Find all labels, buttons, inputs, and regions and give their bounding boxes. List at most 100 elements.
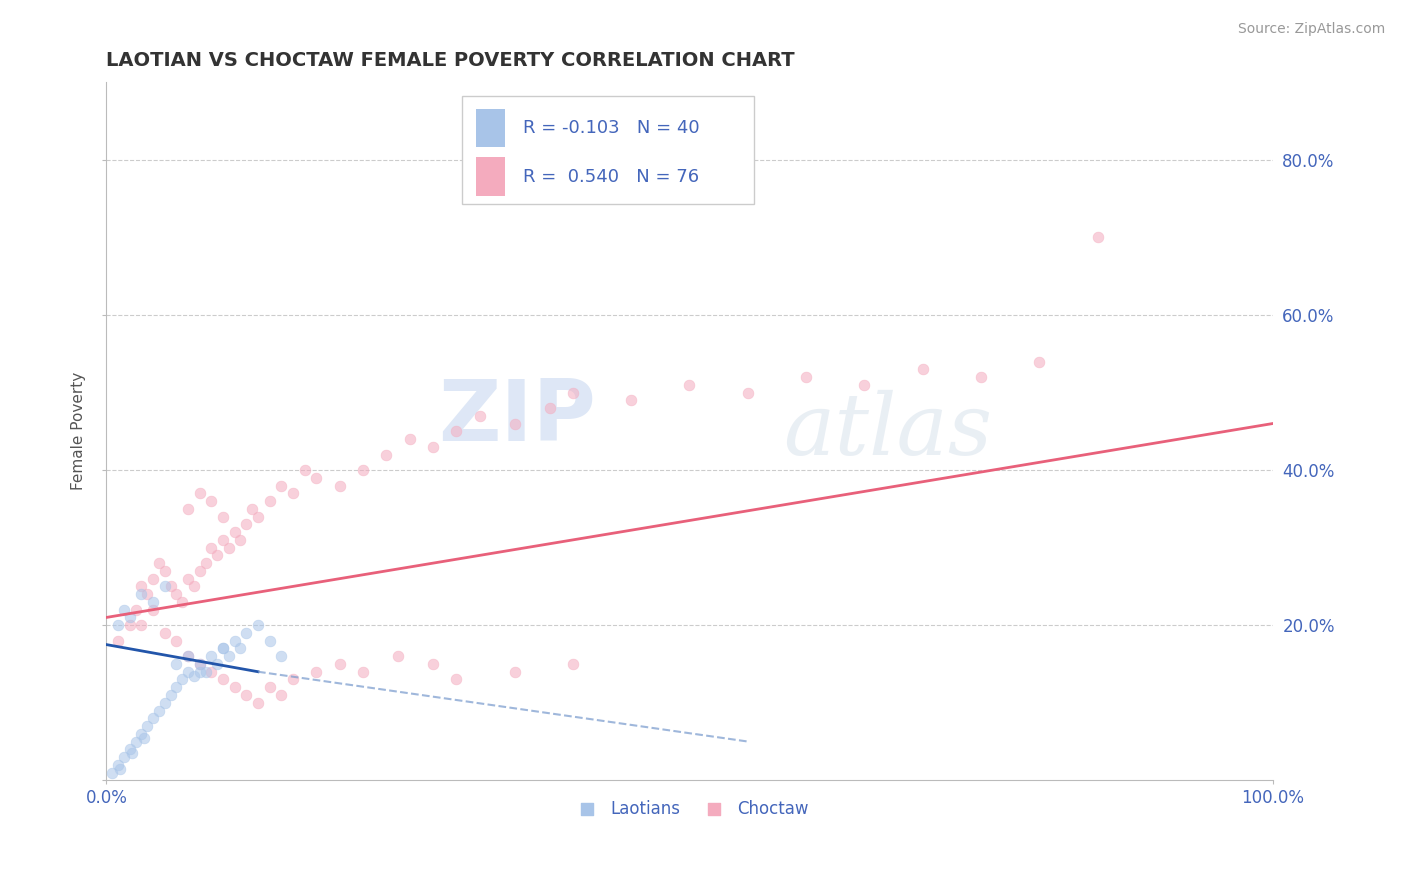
Point: [224, 680, 246, 694]
Point: [205, 657, 228, 671]
Point: [188, 665, 211, 679]
Legend: Laotians, Choctaw: Laotians, Choctaw: [564, 793, 815, 824]
Point: [375, 448, 398, 462]
Point: [153, 579, 176, 593]
Point: [153, 626, 176, 640]
Point: [246, 509, 269, 524]
Point: [246, 696, 269, 710]
Point: [240, 501, 263, 516]
Point: [118, 618, 141, 632]
Point: [212, 509, 235, 524]
Point: [142, 711, 165, 725]
Point: [329, 657, 352, 671]
Point: [183, 668, 205, 682]
Point: [101, 765, 124, 780]
Point: [305, 471, 328, 485]
Point: [294, 463, 316, 477]
Point: [177, 649, 200, 664]
Point: [142, 603, 165, 617]
Point: [153, 564, 176, 578]
Point: [165, 657, 187, 671]
Point: [159, 579, 181, 593]
FancyBboxPatch shape: [477, 157, 505, 195]
FancyBboxPatch shape: [477, 109, 505, 147]
Point: [107, 633, 129, 648]
Point: [200, 541, 222, 555]
Point: [118, 742, 141, 756]
Point: [172, 595, 194, 609]
Point: [132, 731, 155, 745]
Text: LAOTIAN VS CHOCTAW FEMALE POVERTY CORRELATION CHART: LAOTIAN VS CHOCTAW FEMALE POVERTY CORREL…: [107, 51, 794, 70]
Point: [305, 665, 328, 679]
Point: [224, 525, 246, 540]
Point: [194, 665, 217, 679]
Text: ZIP: ZIP: [439, 376, 596, 458]
Point: [737, 385, 759, 400]
Point: [212, 641, 235, 656]
Point: [1087, 230, 1109, 244]
Point: [468, 409, 491, 423]
Point: [136, 719, 159, 733]
Point: [177, 649, 200, 664]
Point: [212, 533, 235, 547]
Point: [259, 494, 281, 508]
Point: [281, 486, 304, 500]
Point: [235, 626, 257, 640]
Point: [131, 587, 153, 601]
Point: [538, 401, 561, 415]
Point: [131, 727, 153, 741]
Point: [107, 757, 129, 772]
Point: [212, 641, 235, 656]
Point: [352, 463, 374, 477]
Point: [259, 680, 281, 694]
Point: [188, 657, 211, 671]
Point: [422, 657, 444, 671]
Point: [131, 579, 153, 593]
Point: [561, 385, 583, 400]
Point: [136, 587, 159, 601]
Point: [121, 746, 143, 760]
Point: [270, 688, 292, 702]
Point: [200, 649, 222, 664]
Point: [1028, 354, 1050, 368]
Point: [329, 478, 352, 492]
Text: R =  0.540   N = 76: R = 0.540 N = 76: [523, 168, 699, 186]
FancyBboxPatch shape: [463, 96, 754, 204]
Point: [165, 633, 187, 648]
Point: [124, 603, 146, 617]
Point: [131, 618, 153, 632]
Point: [398, 432, 420, 446]
Point: [270, 478, 292, 492]
Point: [970, 370, 993, 384]
Point: [165, 587, 187, 601]
Point: [112, 603, 135, 617]
Point: [172, 673, 194, 687]
Point: [112, 750, 135, 764]
Point: [205, 549, 228, 563]
Point: [246, 618, 269, 632]
Point: [281, 673, 304, 687]
Text: R = -0.103   N = 40: R = -0.103 N = 40: [523, 119, 699, 136]
Point: [177, 501, 200, 516]
Point: [853, 377, 876, 392]
Y-axis label: Female Poverty: Female Poverty: [72, 372, 86, 491]
Point: [387, 649, 409, 664]
Point: [235, 517, 257, 532]
Point: [218, 649, 240, 664]
Point: [165, 680, 187, 694]
Point: [620, 393, 643, 408]
Point: [259, 633, 281, 648]
Point: [153, 696, 176, 710]
Point: [177, 665, 200, 679]
Point: [124, 734, 146, 748]
Point: [422, 440, 444, 454]
Point: [148, 704, 170, 718]
Point: [444, 425, 467, 439]
Point: [352, 665, 374, 679]
Point: [188, 564, 211, 578]
Point: [503, 417, 526, 431]
Text: atlas: atlas: [783, 390, 991, 473]
Point: [188, 657, 211, 671]
Point: [218, 541, 240, 555]
Point: [444, 673, 467, 687]
